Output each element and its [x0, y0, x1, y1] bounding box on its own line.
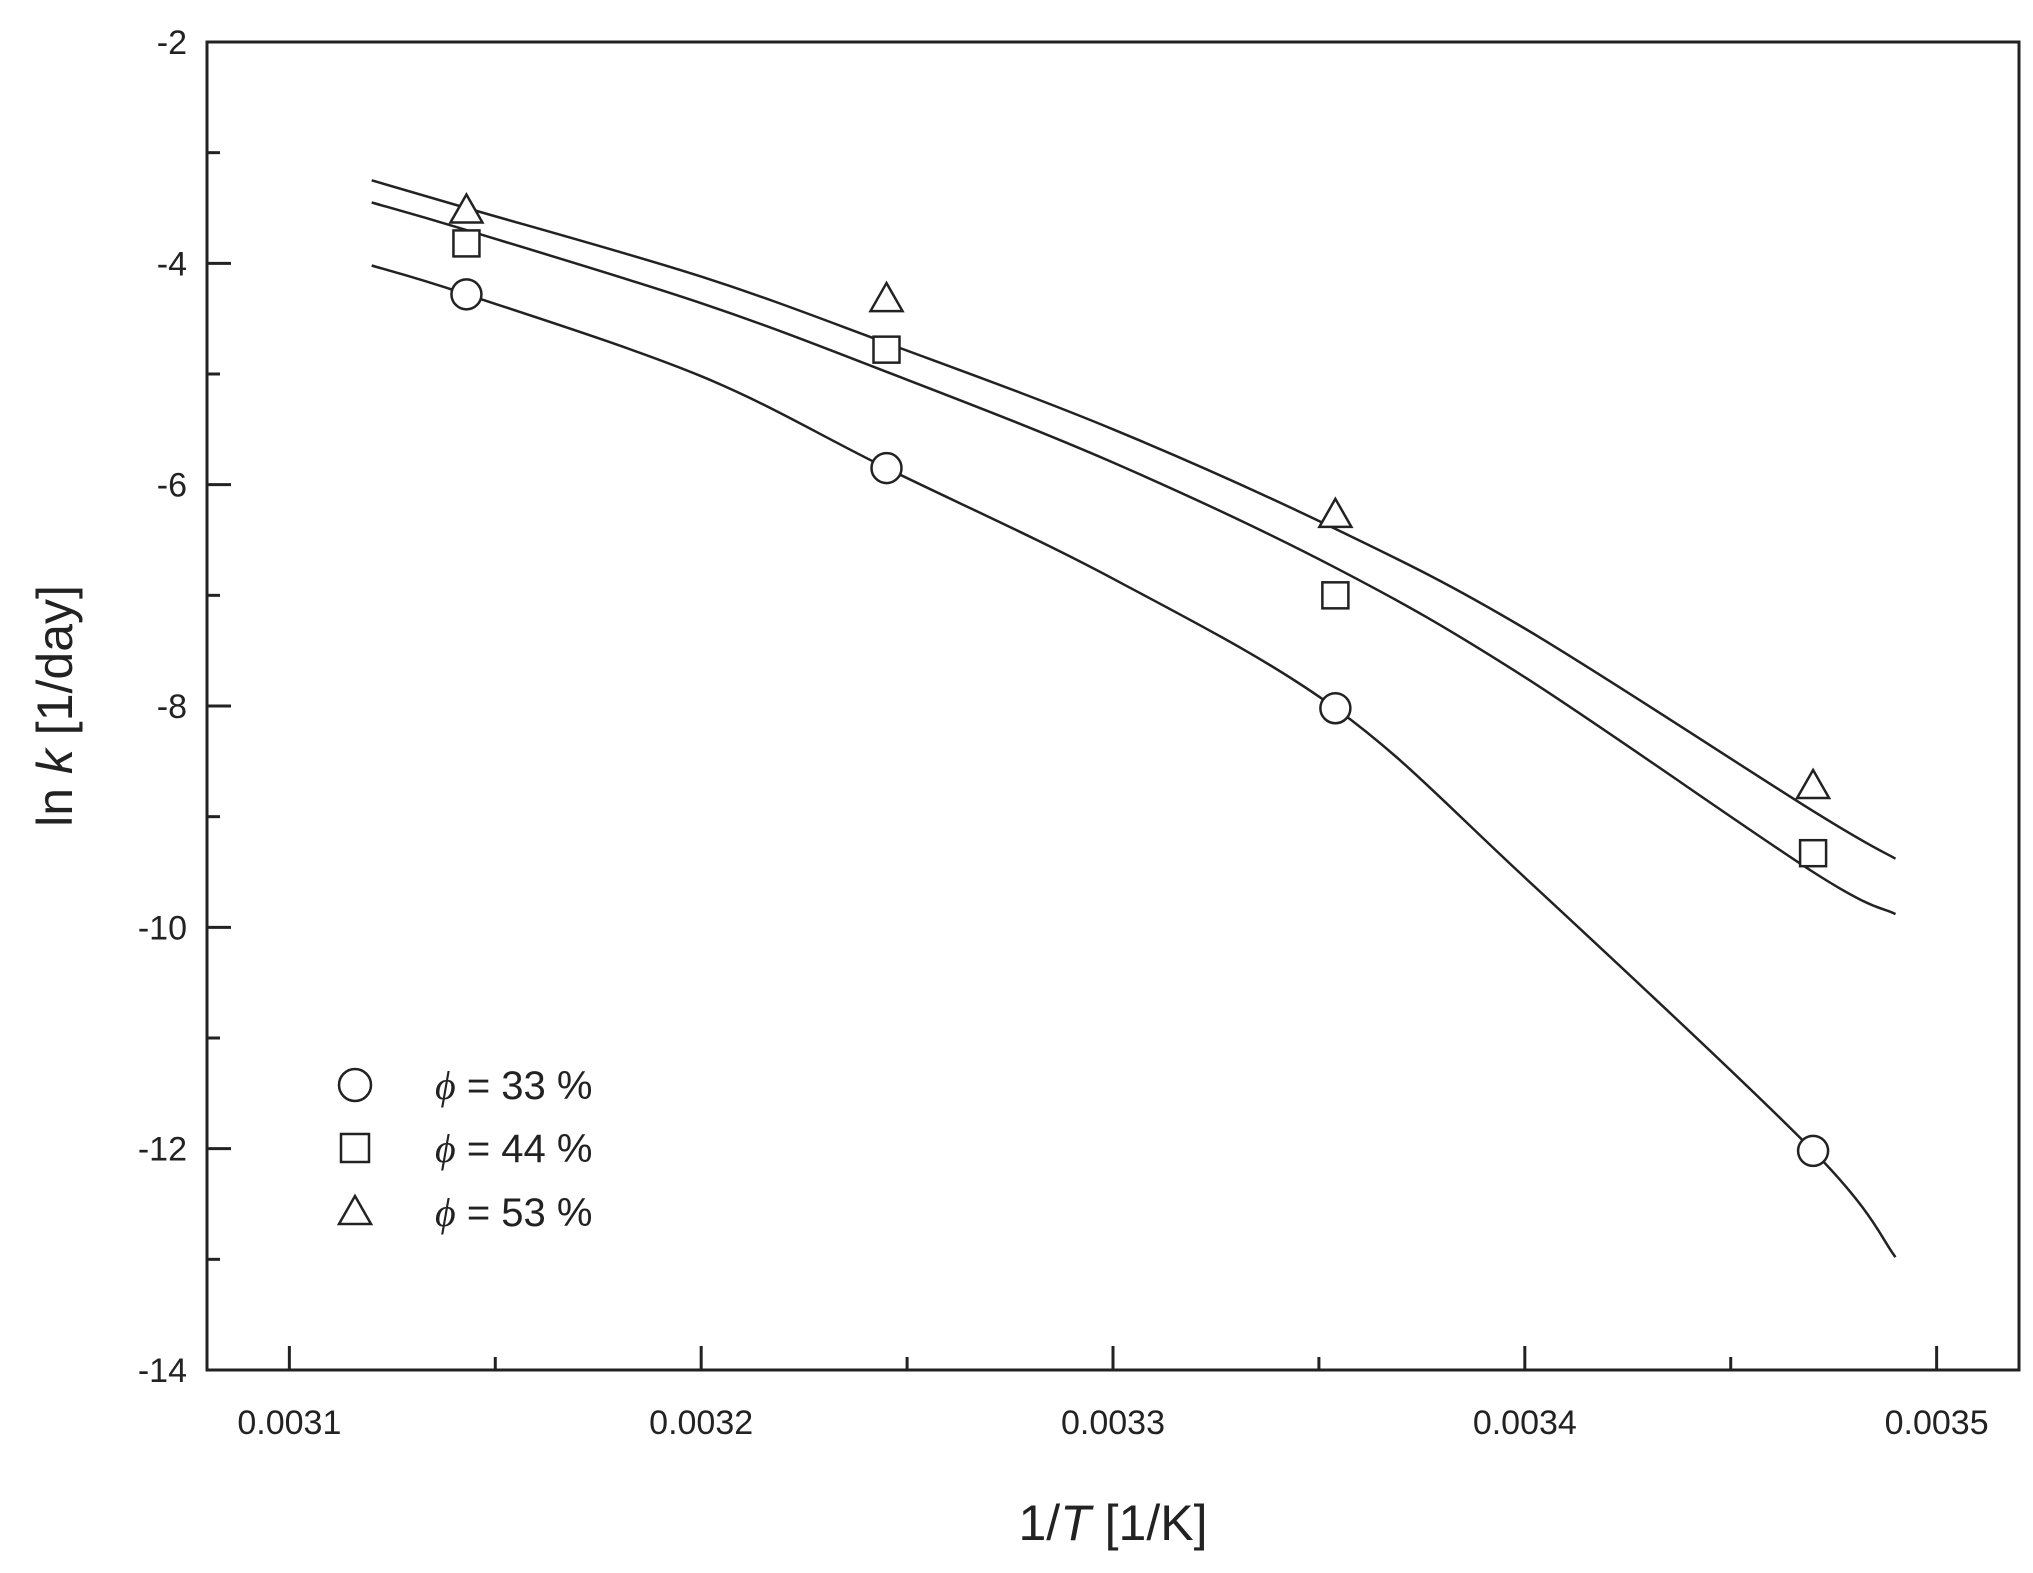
x-axis-title: 1/T [1/K]: [1019, 1495, 1208, 1551]
data-point-triangle: [868, 280, 905, 313]
axis-ticks: [207, 40, 1939, 1372]
y-tick-label: -8: [157, 688, 187, 726]
legend-item-33: ϕ = 33 %: [337, 1063, 592, 1108]
x-tick-label: 0.0033: [1061, 1404, 1165, 1442]
legend-marker-triangle: [336, 1193, 374, 1226]
fit-curves: [371, 179, 1897, 1258]
y-axis-title: ln k [1/day]: [27, 585, 83, 827]
x-tick-label: 0.0032: [649, 1404, 753, 1442]
data-point-triangle: [1317, 496, 1354, 529]
legend-item-44: ϕ = 44 %: [339, 1126, 592, 1171]
legend-marker-circle: [337, 1067, 373, 1103]
data-point-square: [1798, 838, 1828, 868]
x-tick-label: 0.0034: [1473, 1404, 1577, 1442]
legend-label: ϕ = 44 %: [435, 1126, 592, 1171]
data-point-circle: [1319, 691, 1352, 725]
fit-curve-series-1: [371, 201, 1897, 916]
y-tick-label: -14: [138, 1352, 187, 1390]
legend-marker-square: [339, 1132, 371, 1164]
data-point-triangle: [448, 192, 485, 224]
tick-labels: 0.0031 0.0032 0.0033 0.0034 0.0035 -14 -12 -10 -…: [138, 24, 1989, 1442]
legend-item-53: ϕ = 53 %: [336, 1190, 592, 1235]
fit-curve-series-0: [371, 264, 1897, 1258]
data-point-square: [1321, 581, 1350, 610]
y-tick-label: -6: [157, 467, 187, 505]
y-tick-label: -2: [157, 24, 187, 62]
legend: ϕ = 33 % ϕ = 44 % ϕ = 53 %: [336, 1063, 592, 1235]
legend-label: ϕ = 33 %: [435, 1063, 592, 1108]
data-point-square: [872, 335, 901, 364]
x-tick-label: 0.0035: [1885, 1404, 1989, 1442]
data-point-circle: [450, 278, 483, 311]
y-tick-label: -10: [138, 909, 187, 947]
y-tick-label: -12: [138, 1131, 187, 1169]
data-point-triangle: [1794, 767, 1832, 800]
data-markers: [448, 192, 1832, 1168]
data-point-square: [452, 229, 481, 258]
fit-curve-series-2: [371, 179, 1897, 860]
y-tick-label: -4: [157, 245, 187, 283]
x-tick-label: 0.0031: [237, 1404, 341, 1442]
legend-label: ϕ = 53 %: [435, 1190, 592, 1235]
data-point-circle: [1796, 1134, 1830, 1168]
data-point-circle: [870, 451, 903, 485]
